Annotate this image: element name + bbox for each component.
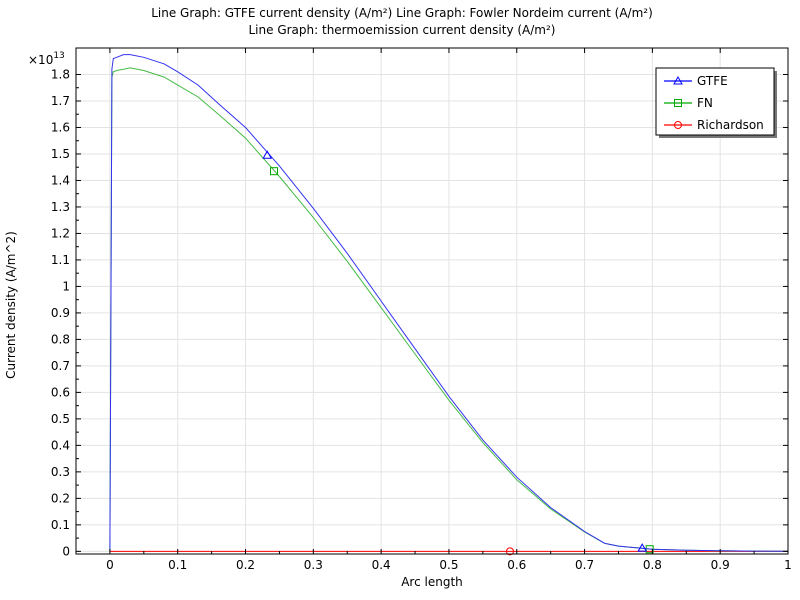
y-tick-label: 1.2 — [51, 226, 70, 240]
x-tick-label: 0.5 — [439, 558, 458, 572]
legend-marker-fn — [674, 99, 682, 107]
y-tick-label: 0 — [62, 544, 70, 558]
x-tick-label: 0.1 — [168, 558, 187, 572]
y-tick-label: 1.3 — [51, 200, 70, 214]
x-tick-label: 0 — [106, 558, 114, 572]
y-tick-label: 1 — [62, 279, 70, 293]
y-tick-label: 1.1 — [51, 253, 70, 267]
x-axis-label: Arc length — [401, 575, 463, 589]
y-multiplier-exponent: 13 — [53, 51, 64, 61]
y-tick-label: 0.6 — [51, 385, 70, 399]
legend: GTFE FN Richardson — [655, 67, 777, 138]
x-tick-label: 1 — [784, 558, 792, 572]
tick-layer: 0 0.1 0.2 0.3 0.4 0.5 0.6 0.7 0.8 0.9 1 0 0.1 0.2 0.3 0… — [51, 48, 792, 572]
y-tick-label: 0.7 — [51, 359, 70, 373]
y-tick-label: 0.5 — [51, 412, 70, 426]
x-tick-label: 0.2 — [236, 558, 255, 572]
y-tick-label: 0.1 — [51, 518, 70, 532]
series-marker-gtfe — [637, 543, 648, 552]
legend-label: GTFE — [697, 74, 728, 88]
y-multiplier: ×1013 — [28, 51, 65, 67]
x-tick-label: 0.6 — [507, 558, 526, 572]
y-tick-label: 0.8 — [51, 332, 70, 346]
y-tick-label: 1.4 — [51, 173, 70, 187]
legend-item-gtfe: GTFE — [664, 74, 728, 88]
series-marker-fn — [270, 167, 279, 176]
y-tick-label: 1.7 — [51, 94, 70, 108]
legend-item-richardson: Richardson — [664, 118, 764, 132]
legend-label: Richardson — [697, 118, 764, 132]
legend-label: FN — [697, 96, 713, 110]
chart-title-line-2: Line Graph: thermoemission current densi… — [249, 23, 556, 37]
x-tick-label: 0.7 — [575, 558, 594, 572]
series-gtfe — [109, 54, 789, 552]
y-tick-label: 0.4 — [51, 438, 70, 452]
y-tick-label: 1.8 — [51, 67, 70, 81]
legend-item-fn: FN — [664, 96, 713, 110]
x-tick-label: 0.3 — [304, 558, 323, 572]
legend-box — [655, 67, 775, 136]
y-tick-label: 1.6 — [51, 120, 70, 134]
x-tick-label: 0.8 — [643, 558, 662, 572]
series-marker-gtfe — [262, 150, 273, 159]
y-axis-label: Current density (A/m^2) — [4, 231, 18, 379]
y-tick-label: 0.3 — [51, 465, 70, 479]
chart-title-line-1: Line Graph: GTFE current density (A/m²) … — [151, 6, 653, 20]
x-tick-label: 0.4 — [372, 558, 391, 572]
y-tick-label: 0.2 — [51, 491, 70, 505]
y-tick-label: 0.9 — [51, 306, 70, 320]
series-line-gtfe — [109, 54, 789, 552]
plot-frame — [75, 47, 789, 555]
legend-marker-richardson — [674, 121, 682, 129]
y-tick-label: 1.5 — [51, 147, 70, 161]
x-tick-label: 0.9 — [711, 558, 730, 572]
y-multiplier-base: ×10 — [28, 53, 53, 67]
legend-marker-gtfe — [673, 75, 683, 85]
series-marker-richardson — [505, 547, 514, 556]
